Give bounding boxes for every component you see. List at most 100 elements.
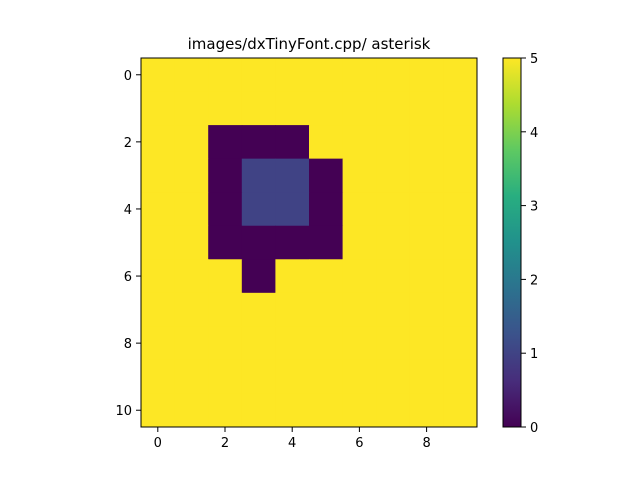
heatmap-cell <box>241 259 276 294</box>
heatmap-cell <box>309 158 344 193</box>
heatmap-cell <box>141 225 176 260</box>
heatmap-cell <box>174 225 209 260</box>
heatmap-cell <box>208 225 243 260</box>
heatmap-cell <box>141 292 176 327</box>
heatmap-cell <box>141 125 176 160</box>
heatmap-cell <box>342 158 377 193</box>
colorbar-tick-label: 2 <box>530 273 538 288</box>
heatmap-cell <box>443 125 478 160</box>
heatmap-cell <box>309 326 344 361</box>
heatmap-cell <box>376 125 411 160</box>
heatmap-cell <box>141 259 176 294</box>
heatmap-cell <box>376 58 411 93</box>
heatmap-cell <box>409 91 444 126</box>
heatmap-cell <box>409 225 444 260</box>
heatmap-cell <box>174 192 209 227</box>
heatmap-cell <box>309 393 344 428</box>
heatmap-cell <box>174 91 209 126</box>
heatmap-cell <box>275 58 310 93</box>
heatmap-cell <box>443 292 478 327</box>
heatmap-cell <box>141 192 176 227</box>
heatmap-cell <box>409 393 444 428</box>
x-tick-label: 0 <box>154 436 162 451</box>
heatmap-cell <box>376 91 411 126</box>
x-tick-label: 8 <box>422 436 430 451</box>
heatmap-cell <box>342 91 377 126</box>
colorbar-tick-label: 5 <box>530 52 538 67</box>
y-tick-label: 6 <box>124 270 132 285</box>
heatmap-cell <box>376 326 411 361</box>
heatmap-cell <box>443 58 478 93</box>
heatmap-cell <box>174 292 209 327</box>
heatmap-cell <box>309 125 344 160</box>
colorbar-tick-label: 0 <box>530 421 538 436</box>
heatmap-cell <box>376 158 411 193</box>
y-tick-label: 2 <box>124 136 132 151</box>
colorbar-tick-label: 1 <box>530 347 538 362</box>
heatmap-cell <box>443 393 478 428</box>
heatmap-cell <box>309 225 344 260</box>
heatmap-cell <box>443 359 478 394</box>
heatmap-cell <box>443 259 478 294</box>
heatmap-cell <box>208 359 243 394</box>
heatmap-cell <box>376 292 411 327</box>
heatmap-cell <box>275 225 310 260</box>
heatmap-cell <box>208 125 243 160</box>
heatmap-cell <box>409 359 444 394</box>
heatmap-cell <box>309 58 344 93</box>
x-axis: 0 2 4 6 8 <box>154 427 431 451</box>
heatmap-cell <box>342 259 377 294</box>
heatmap-cell <box>241 359 276 394</box>
heatmap-cell <box>275 326 310 361</box>
heatmap-cell <box>409 292 444 327</box>
heatmap-cell <box>443 326 478 361</box>
heatmap-cell <box>208 91 243 126</box>
heatmap-cell <box>275 292 310 327</box>
heatmap-cell <box>443 91 478 126</box>
heatmap-cell <box>208 158 243 193</box>
heatmap-cell <box>309 192 344 227</box>
heatmap-cell <box>275 125 310 160</box>
heatmap-cell <box>241 158 276 193</box>
heatmap-cell <box>208 326 243 361</box>
colorbar-axis: 0 1 2 3 4 5 <box>521 52 538 436</box>
colorbar-tick-label: 4 <box>530 126 538 141</box>
heatmap-cell <box>174 393 209 428</box>
heatmap-cell <box>309 91 344 126</box>
heatmap-cell <box>275 259 310 294</box>
heatmap-cell <box>409 125 444 160</box>
heatmap-cell <box>376 393 411 428</box>
heatmap-cell <box>208 393 243 428</box>
colorbar-tick-label: 3 <box>530 200 538 215</box>
heatmap-cell <box>141 359 176 394</box>
chart-title: images/dxTinyFont.cpp/ asterisk <box>188 35 431 53</box>
y-tick-label: 8 <box>124 337 132 352</box>
heatmap-cell <box>241 58 276 93</box>
heatmap-cell <box>174 259 209 294</box>
x-tick-label: 4 <box>288 436 296 451</box>
heatmap-cell <box>342 225 377 260</box>
y-tick-label: 0 <box>124 69 132 84</box>
heatmap-cell <box>275 359 310 394</box>
heatmap-cell <box>174 359 209 394</box>
heatmap-cell <box>275 158 310 193</box>
heatmap-cell <box>409 259 444 294</box>
heatmap-cell <box>443 158 478 193</box>
heatmap-cell <box>174 125 209 160</box>
y-tick-label: 4 <box>124 203 132 218</box>
heatmap-cell <box>208 58 243 93</box>
colorbar <box>502 57 522 428</box>
heatmap-cell <box>409 192 444 227</box>
heatmap-cell <box>342 292 377 327</box>
plot-frame <box>140 57 478 428</box>
heatmap-cell <box>342 192 377 227</box>
heatmap-cell <box>409 326 444 361</box>
heatmap-cell <box>241 125 276 160</box>
heatmap-cell <box>141 158 176 193</box>
heatmap-cell <box>342 359 377 394</box>
heatmap-cell <box>376 359 411 394</box>
y-axis: 0 2 4 6 8 10 <box>115 69 141 419</box>
heatmap-cell <box>342 58 377 93</box>
heatmap-cell <box>342 326 377 361</box>
